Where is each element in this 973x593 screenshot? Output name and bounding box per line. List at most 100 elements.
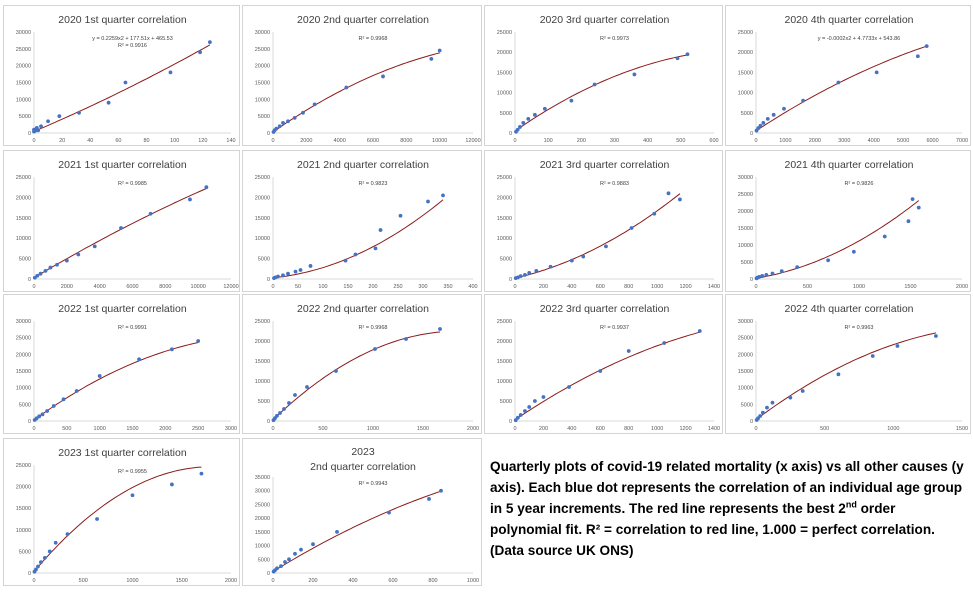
y-tick-label: 5000 [258, 399, 270, 405]
data-point [148, 211, 153, 216]
r-squared-label: R² = 0.9968 [359, 36, 388, 42]
data-point [311, 542, 315, 547]
trendline [755, 200, 920, 279]
chart-panel: 2022 2nd quarter correlation 0 5000 10000 15… [242, 294, 482, 434]
r-squared-label: R² = 0.9937 [600, 325, 629, 331]
data-point [64, 258, 69, 263]
x-tick-label: 50 [295, 284, 301, 290]
y-tick-label: 25000 [497, 30, 512, 36]
y-tick-label: 5000 [741, 111, 753, 117]
y-tick-label: 0 [750, 277, 753, 283]
data-point [906, 219, 911, 224]
data-point [765, 405, 769, 410]
y-tick-label: 20000 [255, 64, 270, 70]
y-tick-label: 30000 [738, 319, 753, 325]
trendline [755, 45, 927, 132]
x-tick-label: 200 [368, 284, 377, 290]
data-point [76, 252, 81, 257]
data-point [836, 372, 841, 377]
y-tick-label: 15000 [16, 369, 31, 375]
data-point [685, 52, 690, 57]
data-point [604, 244, 608, 249]
y-tick-label: 15000 [255, 81, 270, 87]
r-squared-label: R² = 0.9968 [359, 325, 388, 331]
x-tick-label: 20 [59, 138, 65, 144]
x-tick-label: 2000 [809, 138, 821, 144]
data-point [526, 116, 531, 121]
chart-svg: 2020 2nd quarter correlation 0 5000 10000 15… [255, 14, 481, 144]
data-point [281, 273, 285, 278]
y-tick-label: 5000 [258, 114, 270, 120]
data-point [518, 413, 523, 417]
x-tick-label: 2500 [192, 426, 204, 432]
chart-svg: 2022 4th quarter correlation050001000015… [738, 303, 968, 432]
x-tick-label: 600 [596, 284, 605, 290]
chart-panel: 2023 2nd quarter correlation 0 5000 10000 150… [242, 438, 482, 586]
y-tick-label: 5000 [258, 257, 270, 263]
y-tick-label: 30000 [16, 30, 31, 36]
x-tick-label: 1000 [853, 284, 865, 290]
data-point [895, 344, 900, 348]
y-tick-label: 0 [267, 571, 270, 577]
trendline-equation: y = 0.2259x2 + 177.51x + 465.53 [92, 36, 173, 42]
chart-panel: 2022 3rd quarter correlation 0 5000 10000 15… [484, 294, 723, 434]
data-point [37, 414, 42, 419]
x-tick-label: 250 [393, 284, 402, 290]
data-point [293, 393, 297, 397]
data-point [46, 119, 50, 124]
x-tick-label: 300 [418, 284, 427, 290]
y-tick-label: 10000 [16, 97, 31, 103]
data-point [765, 116, 770, 121]
y-tick-label: 20000 [497, 339, 512, 345]
data-point [40, 412, 45, 417]
trendline [755, 332, 937, 421]
data-point [196, 339, 201, 343]
chart-svg: 2021 3rd quarter correlation050001000015… [497, 159, 720, 290]
y-tick-label: 20000 [16, 352, 31, 358]
y-tick-label: 0 [28, 277, 31, 283]
data-point [387, 510, 391, 515]
x-tick-label: 1000 [779, 138, 791, 144]
data-point [293, 269, 298, 274]
data-point [758, 123, 763, 128]
y-tick-label: 0 [750, 131, 753, 137]
x-tick-label: 2000 [300, 138, 312, 144]
x-tick-label: 3000 [225, 426, 237, 432]
data-point [523, 409, 527, 413]
data-point [533, 112, 537, 117]
data-point [439, 488, 443, 493]
trendline [514, 193, 681, 279]
r-squared-label: R² = 0.9883 [600, 181, 629, 187]
y-tick-label: 25000 [497, 175, 512, 181]
data-point [437, 48, 442, 53]
data-point [666, 191, 671, 196]
x-tick-label: 0 [513, 284, 516, 290]
data-point [298, 268, 303, 272]
data-point [801, 98, 805, 103]
data-point [598, 369, 603, 373]
x-tick-label: 1500 [417, 426, 429, 432]
chart-title: 2023 [351, 446, 375, 458]
data-point [335, 529, 339, 534]
data-point [45, 409, 50, 413]
y-tick-label: 0 [509, 131, 512, 137]
data-point [438, 327, 442, 331]
data-point [758, 414, 763, 418]
y-tick-label: 5000 [19, 549, 31, 555]
data-point [910, 197, 915, 201]
y-tick-label: 25000 [497, 319, 512, 325]
y-tick-label: 10000 [255, 236, 270, 242]
data-point [429, 57, 434, 61]
data-point [168, 70, 173, 75]
y-tick-label: 20000 [255, 516, 270, 522]
x-tick-label: 200 [308, 578, 317, 584]
x-tick-label: 0 [271, 578, 274, 584]
data-point [770, 400, 775, 405]
x-tick-label: 0 [32, 578, 35, 584]
x-tick-label: 500 [820, 426, 829, 432]
y-tick-label: 15000 [738, 70, 753, 76]
x-tick-label: 1200 [679, 284, 691, 290]
x-tick-label: 1000 [467, 578, 479, 584]
data-point [518, 274, 523, 279]
data-point [518, 125, 522, 129]
